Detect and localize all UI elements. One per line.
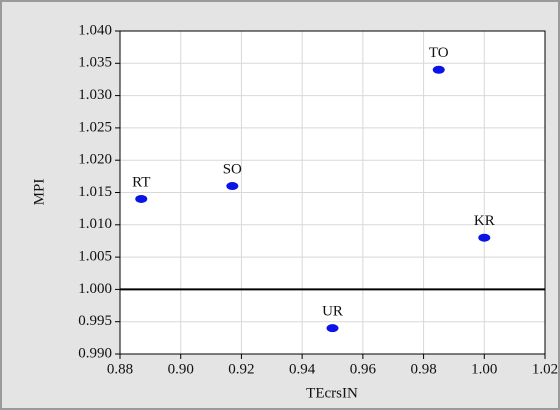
x-axis-label: TEcrsIN: [306, 385, 358, 401]
point-label: SO: [223, 161, 242, 177]
x-tick-label: 0.96: [350, 361, 377, 377]
y-tick-label: 1.025: [78, 119, 112, 135]
point-label: RT: [132, 174, 150, 190]
y-tick-label: 0.990: [78, 345, 112, 361]
point: [326, 324, 339, 333]
x-tick-label: 1.02: [532, 361, 558, 377]
y-tick-label: 1.035: [78, 55, 112, 71]
plot-border: [119, 30, 546, 355]
y-tick-label: 1.005: [78, 249, 112, 265]
x-tick-label: 0.90: [168, 361, 194, 377]
y-tick-label: 1.040: [78, 22, 112, 38]
point: [135, 194, 148, 203]
x-tick-label: 0.88: [107, 361, 133, 377]
x-tick-label: 1.00: [471, 361, 497, 377]
point-label: UR: [322, 304, 343, 320]
x-tick-label: 0.92: [228, 361, 254, 377]
point-label: KR: [474, 213, 495, 229]
point: [432, 65, 445, 74]
y-tick-label: 1.020: [78, 152, 112, 168]
y-tick-label: 1.015: [78, 184, 112, 200]
y-tick-label: 1.030: [78, 87, 112, 103]
y-tick-label: 1.010: [78, 216, 112, 232]
y-tick-label: 1.000: [78, 281, 112, 297]
y-axis-label: MPI: [31, 179, 47, 206]
y-tick-label: 0.995: [78, 313, 112, 329]
x-tick-label: 0.98: [410, 361, 436, 377]
point: [226, 182, 239, 191]
x-tick-label: 0.94: [289, 361, 316, 377]
point: [478, 233, 491, 242]
point-label: TO: [429, 45, 449, 61]
